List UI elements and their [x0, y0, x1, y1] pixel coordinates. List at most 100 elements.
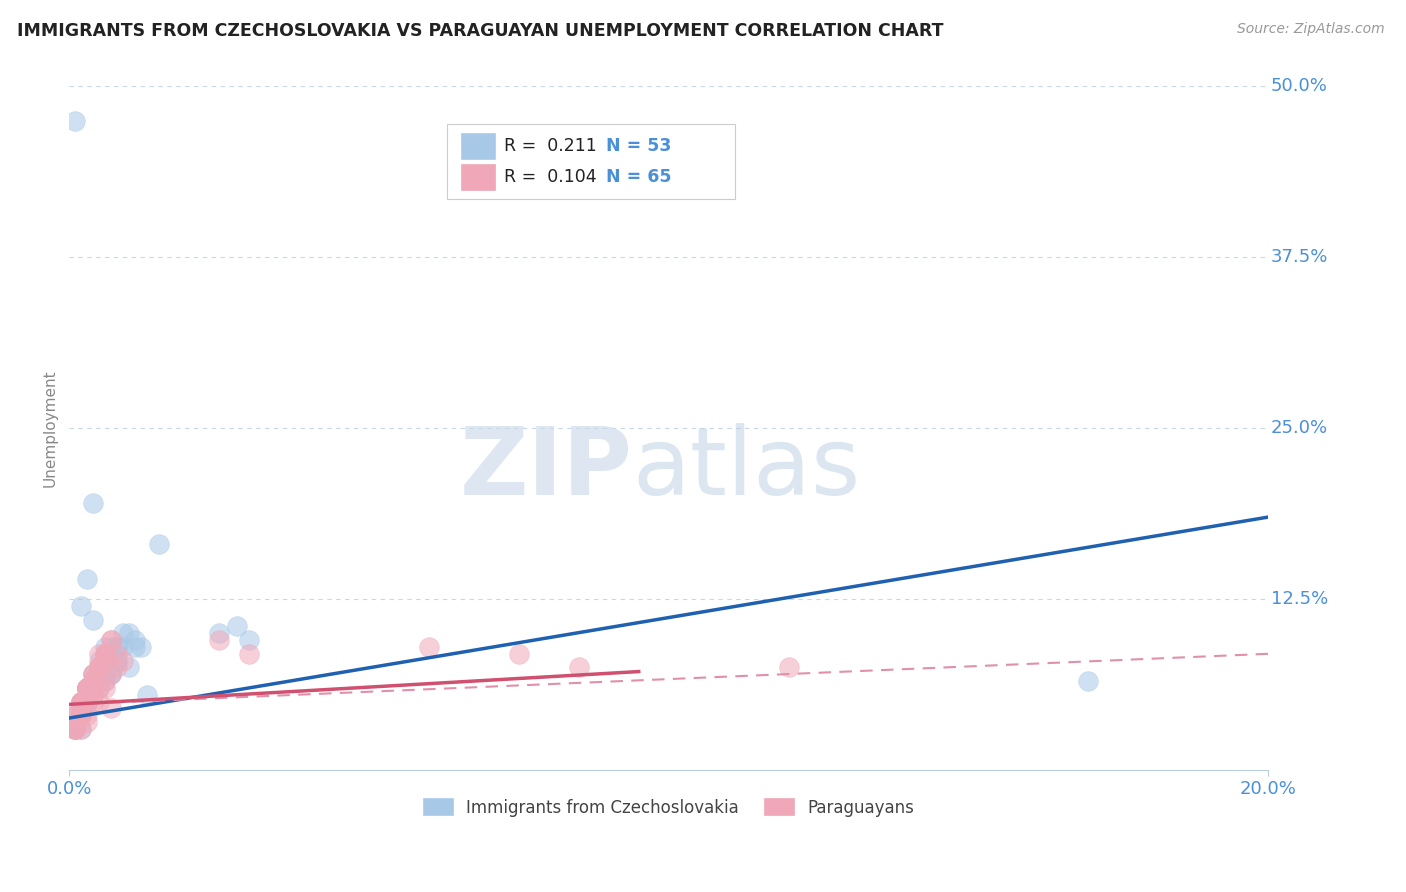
- Point: [208, 633, 231, 648]
- Point: [118, 626, 141, 640]
- Point: [82, 667, 104, 681]
- Point: [105, 654, 128, 668]
- Point: [89, 667, 111, 681]
- Text: ZIP: ZIP: [460, 423, 633, 516]
- Point: [100, 633, 122, 648]
- Text: N = 53: N = 53: [606, 136, 672, 155]
- Point: [148, 537, 170, 551]
- Point: [65, 722, 87, 736]
- Point: [105, 654, 128, 668]
- Point: [100, 640, 122, 654]
- Point: [94, 647, 117, 661]
- Point: [76, 681, 98, 695]
- Point: [778, 660, 800, 674]
- Point: [70, 708, 93, 723]
- Point: [82, 681, 104, 695]
- Point: [82, 496, 104, 510]
- Point: [76, 695, 98, 709]
- Point: [105, 640, 128, 654]
- Point: [76, 695, 98, 709]
- Point: [124, 633, 146, 648]
- Point: [89, 695, 111, 709]
- Point: [94, 647, 117, 661]
- Point: [65, 722, 87, 736]
- FancyBboxPatch shape: [461, 133, 495, 159]
- Point: [76, 695, 98, 709]
- Point: [568, 660, 591, 674]
- Point: [1077, 674, 1099, 689]
- Legend: Immigrants from Czechoslovakia, Paraguayans: Immigrants from Czechoslovakia, Paraguay…: [416, 792, 921, 823]
- Text: R =  0.211: R = 0.211: [505, 136, 598, 155]
- Text: 25.0%: 25.0%: [1271, 419, 1327, 437]
- Point: [89, 654, 111, 668]
- Point: [89, 660, 111, 674]
- Point: [238, 633, 260, 648]
- Point: [100, 701, 122, 715]
- Text: N = 65: N = 65: [606, 169, 672, 186]
- Point: [508, 647, 530, 661]
- Point: [89, 681, 111, 695]
- Point: [129, 640, 152, 654]
- Point: [94, 667, 117, 681]
- Point: [65, 708, 87, 723]
- Point: [70, 708, 93, 723]
- Point: [70, 722, 93, 736]
- Point: [76, 681, 98, 695]
- Point: [76, 715, 98, 730]
- Point: [65, 722, 87, 736]
- Point: [100, 667, 122, 681]
- Text: 12.5%: 12.5%: [1271, 591, 1327, 608]
- Point: [89, 660, 111, 674]
- Text: IMMIGRANTS FROM CZECHOSLOVAKIA VS PARAGUAYAN UNEMPLOYMENT CORRELATION CHART: IMMIGRANTS FROM CZECHOSLOVAKIA VS PARAGU…: [17, 22, 943, 40]
- Point: [418, 640, 440, 654]
- Point: [89, 660, 111, 674]
- Point: [76, 708, 98, 723]
- Point: [208, 626, 231, 640]
- Point: [76, 681, 98, 695]
- Point: [89, 660, 111, 674]
- Point: [124, 640, 146, 654]
- Point: [89, 660, 111, 674]
- Point: [65, 708, 87, 723]
- Point: [76, 681, 98, 695]
- Text: R =  0.104: R = 0.104: [505, 169, 598, 186]
- Point: [94, 674, 117, 689]
- Point: [82, 674, 104, 689]
- Point: [94, 674, 117, 689]
- Point: [94, 660, 117, 674]
- Point: [70, 708, 93, 723]
- Point: [70, 695, 93, 709]
- Point: [70, 695, 93, 709]
- Point: [65, 722, 87, 736]
- Point: [100, 667, 122, 681]
- Point: [82, 681, 104, 695]
- Point: [89, 647, 111, 661]
- Point: [94, 654, 117, 668]
- Point: [105, 647, 128, 661]
- Point: [65, 113, 87, 128]
- Point: [94, 654, 117, 668]
- Point: [118, 660, 141, 674]
- Point: [76, 681, 98, 695]
- Point: [70, 695, 93, 709]
- Point: [70, 701, 93, 715]
- Point: [76, 572, 98, 586]
- Point: [112, 640, 135, 654]
- Point: [70, 708, 93, 723]
- FancyBboxPatch shape: [447, 124, 735, 199]
- Point: [94, 647, 117, 661]
- Y-axis label: Unemployment: Unemployment: [44, 369, 58, 487]
- Point: [70, 708, 93, 723]
- Point: [70, 695, 93, 709]
- Point: [82, 681, 104, 695]
- Point: [76, 688, 98, 702]
- Point: [82, 695, 104, 709]
- Point: [76, 681, 98, 695]
- Point: [70, 695, 93, 709]
- Point: [70, 722, 93, 736]
- Point: [65, 722, 87, 736]
- Point: [82, 674, 104, 689]
- Text: 50.0%: 50.0%: [1271, 78, 1327, 95]
- Point: [89, 660, 111, 674]
- Point: [89, 681, 111, 695]
